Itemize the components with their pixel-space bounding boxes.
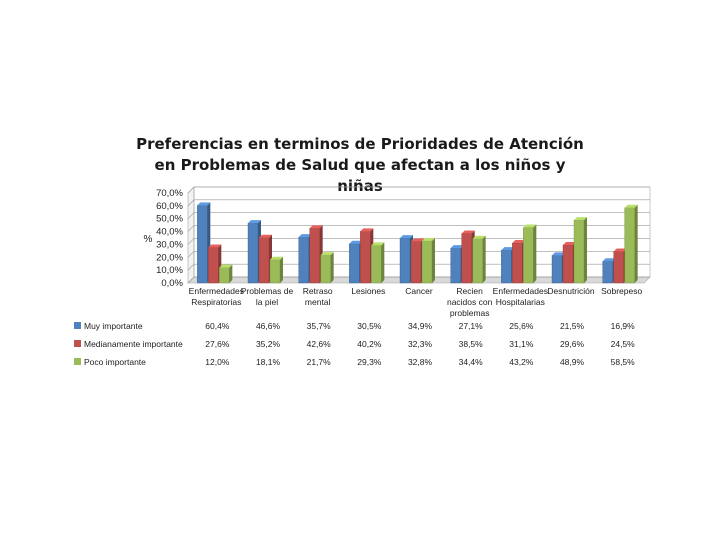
table-cell: 32,3%: [408, 339, 433, 349]
y-axis-label: %: [144, 234, 153, 245]
grid-line: [187, 225, 650, 232]
table-cell: 30,5%: [357, 321, 382, 331]
category-label: Retraso mental: [303, 286, 333, 307]
table-cell: 58,5%: [611, 357, 636, 367]
grid-line: [187, 263, 650, 271]
bar-3-8: [573, 217, 587, 284]
legend-label: Medianamente importante: [84, 339, 183, 349]
bar-3-9: [624, 204, 638, 284]
table-cell: 35,7%: [307, 321, 332, 331]
category-label: Recien nacidos con problemas: [447, 286, 493, 318]
legend-swatch: [74, 358, 81, 365]
table-cell: 21,5%: [560, 321, 585, 331]
legend-label: Poco importante: [84, 357, 146, 367]
category-label: Enfermedades Respiratorias: [189, 286, 244, 307]
category-label: Problemas de la piel: [241, 286, 294, 307]
table-cell: 35,2%: [256, 339, 281, 349]
table-cell: 29,3%: [357, 357, 382, 367]
table-row-1: Muy importante 60,4% 46,6% 35,7% 30,5% 34,9% 2…: [74, 321, 635, 331]
y-tick-label: 10,0%: [156, 265, 183, 276]
grid-line: [187, 250, 650, 258]
table-cell: 43,2%: [509, 357, 534, 367]
y-tick-label: 60,0%: [156, 201, 183, 212]
y-tick-label: 50,0%: [156, 214, 183, 225]
bar-3-2: [269, 256, 283, 284]
table-cell: 18,1%: [256, 357, 281, 367]
grid-line: [187, 238, 650, 245]
y-tick-label: 30,0%: [156, 239, 183, 250]
grid-line: [187, 212, 650, 219]
bar-3-1: [219, 264, 233, 284]
bar-3-4: [371, 242, 385, 284]
grid-line: [187, 276, 650, 284]
y-tick-label: 40,0%: [156, 227, 183, 238]
table-cell: 21,7%: [307, 357, 332, 367]
bar-3-5: [421, 237, 435, 284]
table-cell: 46,6%: [256, 321, 281, 331]
table-cell: 34,4%: [459, 357, 484, 367]
grid-line: [187, 199, 650, 207]
table-cell: 24,5%: [611, 339, 636, 349]
legend-swatch: [74, 322, 81, 329]
table-row-3: Poco importante 12,0% 18,1% 21,7% 29,3% 32,8%…: [74, 357, 635, 367]
table-cell: 32,8%: [408, 357, 433, 367]
category-label: Sobrepeso: [601, 286, 642, 296]
y-tick-label: 20,0%: [156, 252, 183, 263]
chart-side-wall: [187, 186, 195, 284]
y-tick-label: 70,0%: [156, 188, 183, 199]
table-cell: 40,2%: [357, 339, 382, 349]
legend-swatch: [74, 340, 81, 347]
table-cell: 16,9%: [611, 321, 636, 331]
y-axis-ticks: 0,0% 10,0% 20,0% 30,0%40,0% 50,0% 60,0% 70,0%: [156, 188, 183, 289]
y-tick-label: 0,0%: [161, 278, 183, 289]
table-cell: 38,5%: [459, 339, 484, 349]
category-label: Lesiones: [351, 286, 385, 296]
grid-line: [187, 186, 650, 194]
table-cell: 12,0%: [205, 357, 230, 367]
bars: [197, 202, 638, 284]
table-cell: 34,9%: [408, 321, 433, 331]
table-cell: 42,6%: [307, 339, 332, 349]
table-cell: 48,9%: [560, 357, 585, 367]
bar-3-7: [523, 224, 537, 284]
category-label: Enfermedades Hospitalarias: [493, 286, 548, 307]
data-table: Muy importante 60,4% 46,6% 35,7% 30,5% 34,9% 2…: [74, 321, 635, 367]
table-cell: 60,4%: [205, 321, 230, 331]
category-label: Cancer: [405, 286, 433, 296]
category-label: Desnutrición: [547, 286, 595, 296]
table-cell: 27,6%: [205, 339, 230, 349]
table-row-2: Medianamente importante 27,6% 35,2% 42,6% 40…: [74, 339, 635, 349]
bar-3-6: [472, 235, 486, 284]
bar-3-3: [320, 252, 334, 284]
legend-label: Muy importante: [84, 321, 143, 331]
table-cell: 27,1%: [459, 321, 484, 331]
table-cell: 29,6%: [560, 339, 585, 349]
bar-2-1: [208, 244, 222, 284]
table-cell: 31,1%: [509, 339, 534, 349]
table-cell: 25,6%: [509, 321, 534, 331]
chart-title: Preferencias en terminos de Prioridades …: [136, 135, 584, 195]
